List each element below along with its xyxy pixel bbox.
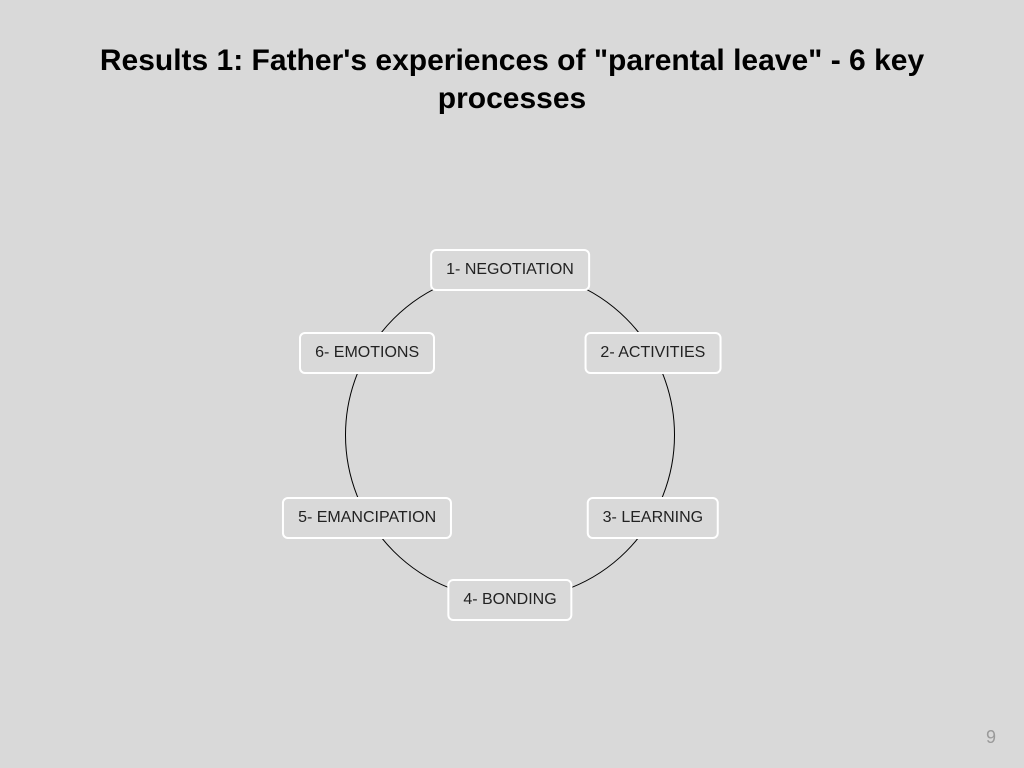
page-number: 9 [986,727,996,748]
cycle-node: 2- ACTIVITIES [584,332,721,374]
cycle-node: 3- LEARNING [587,497,719,539]
cycle-node: 6- EMOTIONS [299,332,435,374]
cycle-node: 5- EMANCIPATION [282,497,452,539]
cycle-ring [345,270,675,600]
cycle-node: 1- NEGOTIATION [430,249,590,291]
cycle-node: 4- BONDING [447,579,572,621]
page-title: Results 1: Father's experiences of "pare… [0,42,1024,117]
